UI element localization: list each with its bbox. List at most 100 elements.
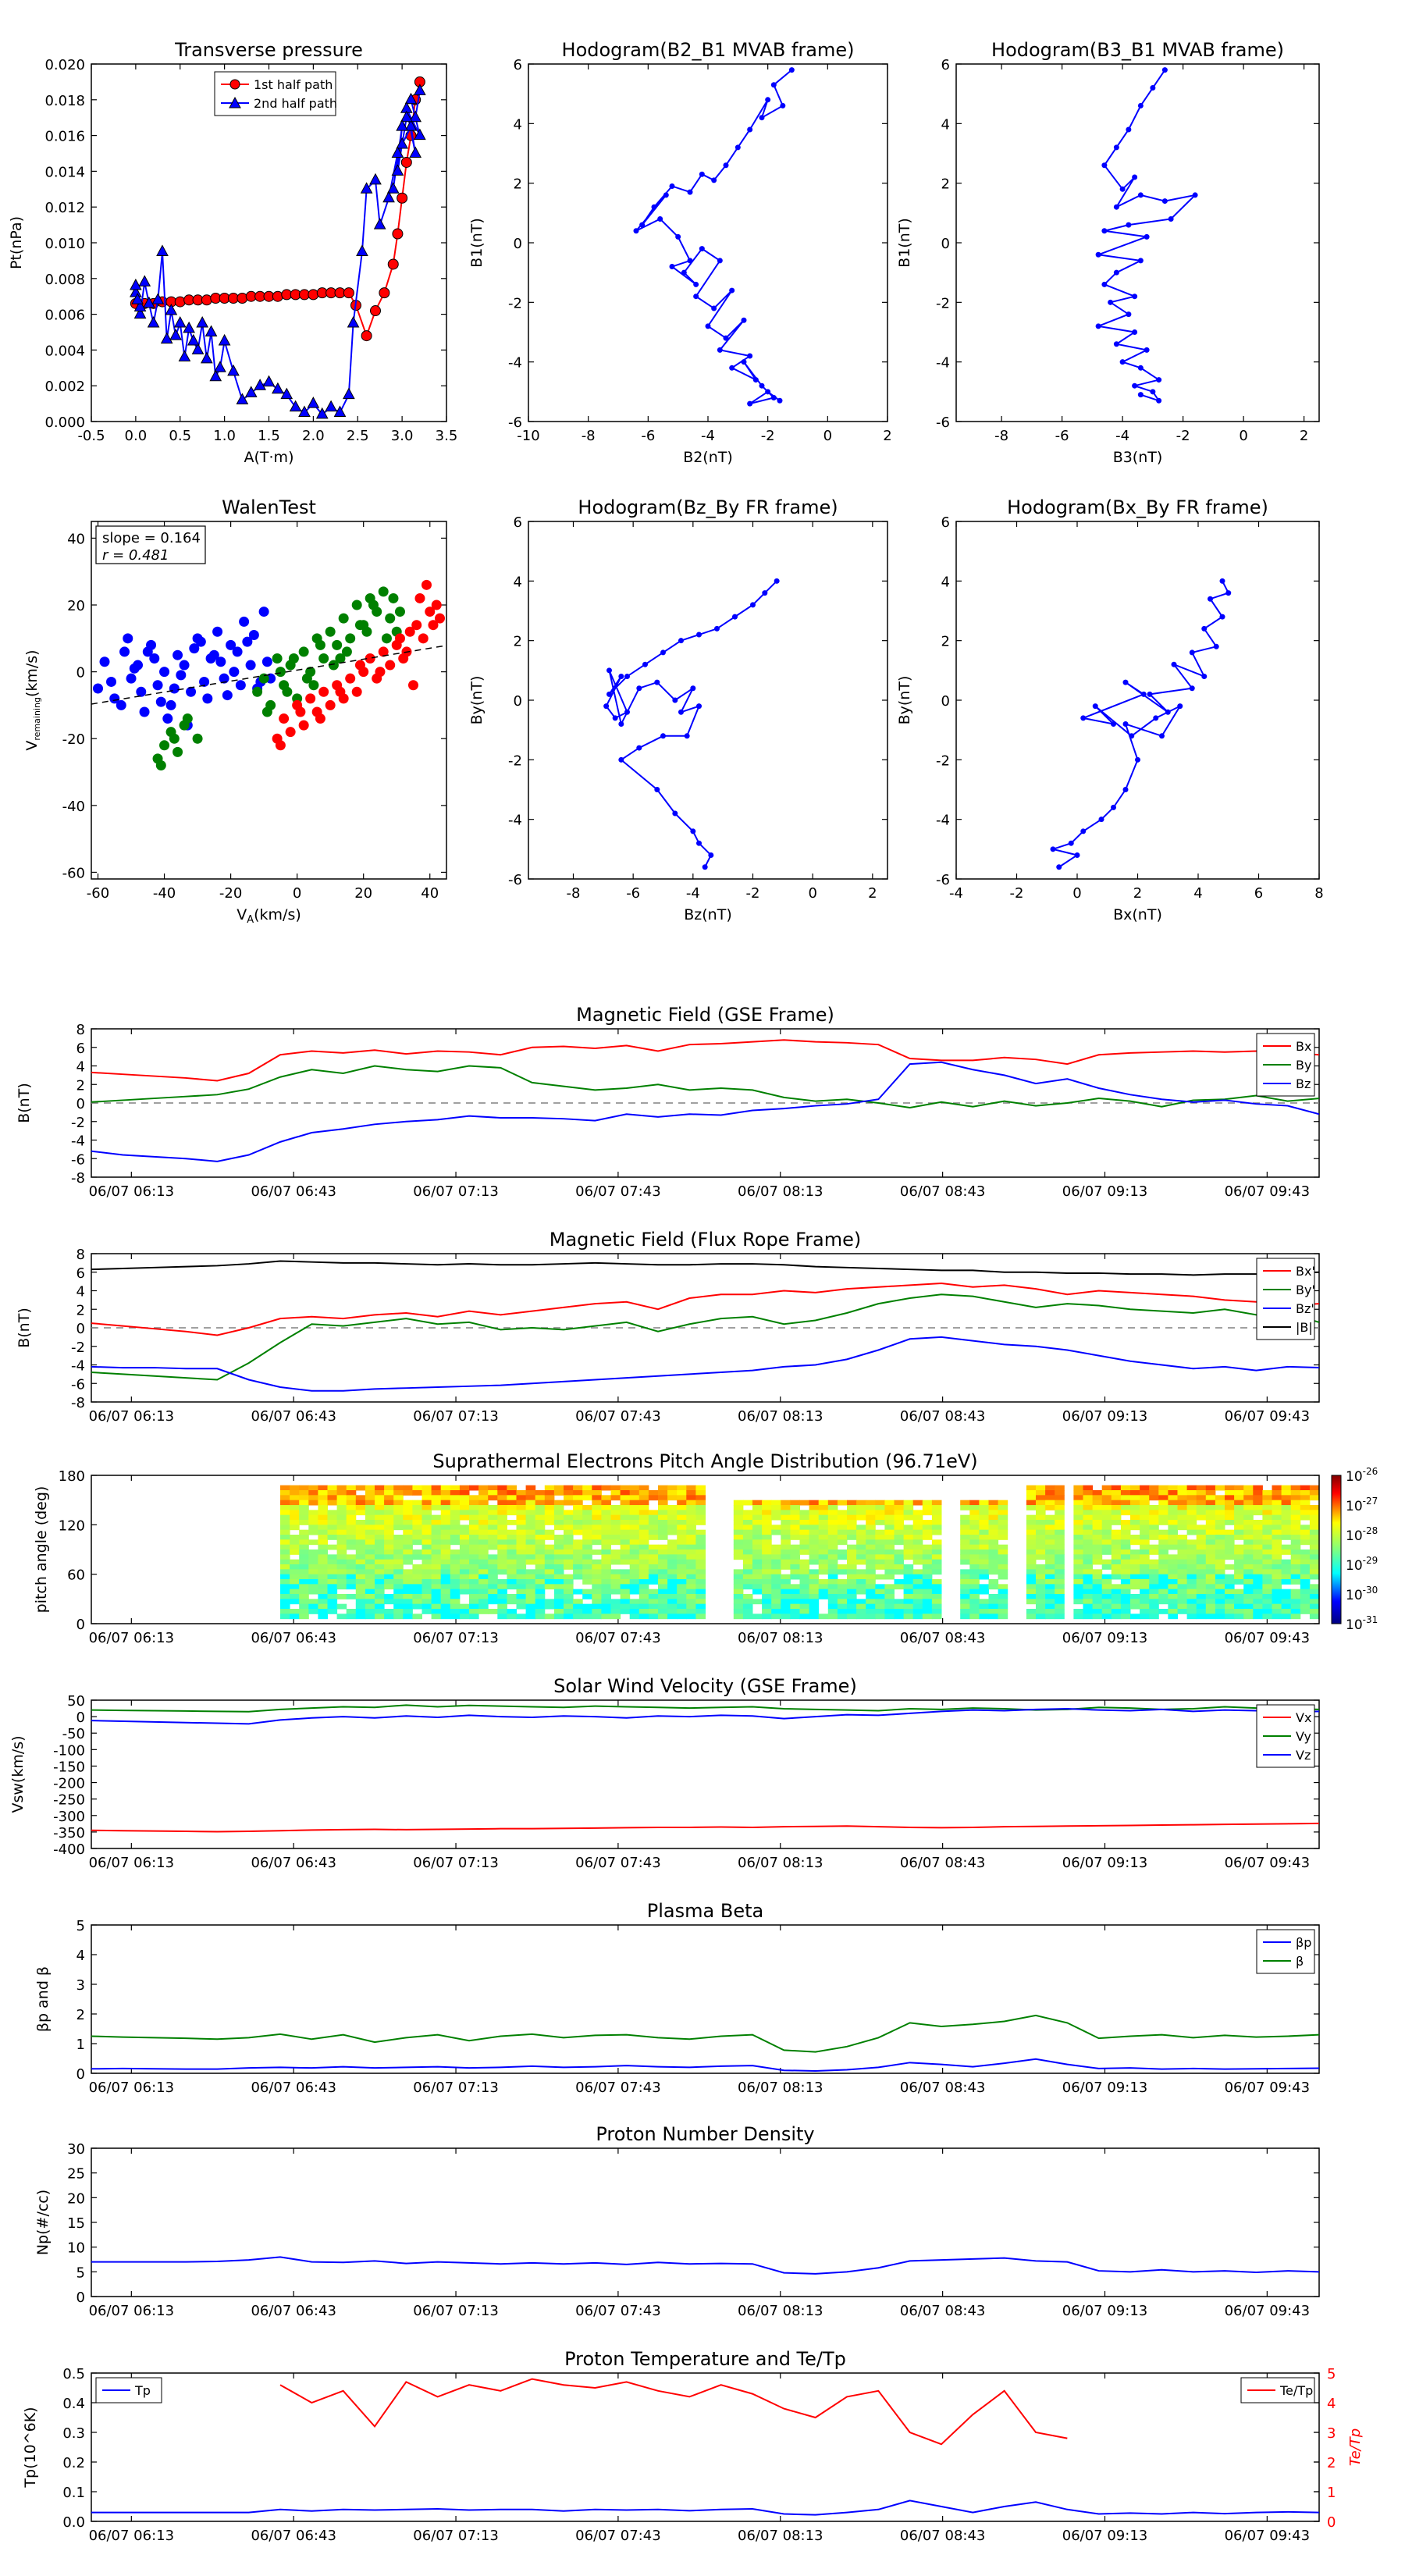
walen-test-point	[173, 649, 183, 660]
transverse-pressure-point	[391, 146, 404, 158]
transverse-pressure-ylabel: Pt(nPa)	[8, 216, 25, 269]
hodogram-bx-by-xtick-label: -4	[949, 885, 963, 902]
magnetic-field-fr-ytick-label: 6	[76, 1265, 85, 1282]
hodogram-b3-b1-point	[1156, 397, 1162, 404]
transverse-pressure-point	[160, 332, 173, 344]
walen-test-point	[142, 646, 153, 657]
walen-test-xtick-label: -40	[153, 885, 176, 902]
walen-test-point	[404, 626, 415, 637]
walen-test-xtick-label: 40	[421, 885, 439, 902]
plasma-beta-ytick-label: 1	[76, 2037, 85, 2053]
hodogram-b3-b1-xtick-label: -4	[1115, 428, 1129, 444]
transverse-pressure-point	[183, 321, 195, 333]
magnetic-field-fr-ytick-label: -4	[71, 1358, 85, 1375]
plasma-beta-legend: βp β	[1256, 1929, 1315, 1974]
transverse-pressure-xtick-label: 1.0	[213, 428, 236, 444]
walen-test-point	[261, 706, 272, 717]
plasma-beta-time-tick-label: 06/07 08:13	[738, 2080, 823, 2096]
proton-temperature-ytick-right-label: 5	[1327, 2366, 1336, 2382]
hodogram-b3-b1-point	[1119, 186, 1126, 192]
hodogram-b2-b1-point	[657, 215, 663, 222]
magnetic-field-gse-time-tick-label: 06/07 07:13	[413, 1183, 498, 1200]
transverse-pressure-legend-label: 1st half path	[254, 77, 333, 92]
pitch-angle-heatmap	[280, 1485, 1320, 1620]
magnetic-field-fr-ytick-label: -2	[71, 1340, 85, 1356]
hodogram-b3-b1-point	[1126, 222, 1132, 228]
walen-test-xtick-label: -20	[219, 885, 242, 902]
solar-wind-legend-label: Vx	[1296, 1710, 1311, 1725]
hodogram-b2-b1-point	[681, 269, 687, 276]
hodogram-b2-b1-xlabel: B2(nT)	[683, 449, 733, 466]
hodogram-bz-by-point	[642, 661, 648, 667]
magnetic-field-gse-ytick-label: 8	[76, 1022, 85, 1038]
hodogram-b2-b1-point	[711, 305, 717, 311]
walen-test-point	[414, 592, 425, 603]
walen-test-series-1	[152, 586, 405, 770]
pitch-angle-colorbar-label: 10-27	[1346, 1496, 1378, 1514]
hodogram-b3-b1-ytick-label: 4	[941, 116, 950, 133]
solar-wind-time-tick-label: 06/07 06:43	[251, 1855, 336, 1871]
transverse-pressure-point	[133, 300, 147, 311]
proton-temperature-left-legend: Tp	[95, 2377, 162, 2403]
hodogram-b3-b1-point	[1119, 359, 1126, 365]
transverse-pressure-point	[187, 333, 200, 346]
transverse-pressure-point	[361, 330, 372, 342]
walen-test-point	[341, 646, 352, 657]
transverse-pressure-point	[343, 387, 355, 400]
hodogram-b2-b1-point	[717, 347, 723, 353]
hodogram-bz-by-point	[606, 667, 612, 674]
hodogram-bx-by-point	[1153, 715, 1159, 721]
hodogram-b3-b1-point	[1150, 389, 1156, 395]
transverse-pressure-ytick-label: 0.012	[44, 200, 85, 216]
proton-temperature-ytick-right-label: 1	[1327, 2485, 1336, 2501]
hodogram-bx-by-xtick-label: 6	[1254, 885, 1263, 902]
transverse-pressure-point	[404, 92, 418, 105]
hodogram-bx-by-point	[1159, 733, 1165, 739]
walen-test-point	[328, 660, 339, 671]
hodogram-b3-b1-point	[1137, 258, 1144, 264]
magnetic-field-gse-time-tick-label: 06/07 08:13	[738, 1183, 823, 1200]
walen-test-point	[351, 600, 362, 610]
walen-test-point	[222, 690, 233, 701]
pitch-angle-time-tick-label: 06/07 09:13	[1062, 1630, 1147, 1646]
transverse-pressure-xtick-label: -0.5	[77, 428, 105, 444]
hodogram-bz-by-point	[714, 625, 720, 632]
transverse-pressure-point	[333, 405, 347, 418]
walen-test-point	[155, 760, 166, 770]
magnetic-field-gse-ytick-label: 2	[76, 1077, 85, 1094]
solar-wind-legend-label: Vz	[1296, 1748, 1311, 1763]
walen-test-point	[285, 727, 296, 738]
walen-test-point	[99, 656, 110, 667]
hodogram-bx-by-point	[1189, 685, 1195, 692]
hodogram-b3-b1-xlabel: B3(nT)	[1113, 449, 1163, 466]
walen-test-point	[282, 686, 293, 697]
transverse-pressure-point	[143, 296, 155, 308]
walen-test-point	[315, 713, 325, 724]
solar-wind-legend: Vx Vy Vz	[1256, 1704, 1315, 1768]
solar-wind-time-tick-label: 06/07 09:43	[1225, 1855, 1310, 1871]
hodogram-bz-by-ytick-label: 4	[514, 574, 522, 590]
magnetic-field-fr-time-tick-label: 06/07 06:43	[251, 1408, 336, 1425]
plasma-beta-time-tick-label: 06/07 08:43	[900, 2080, 985, 2096]
plasma-beta-series-β	[91, 2014, 1319, 2053]
walen-test-series-0	[93, 607, 276, 731]
hodogram-b2-b1-point	[663, 192, 669, 198]
walen-test-point	[208, 649, 219, 660]
walen-test-xtick-label: -60	[87, 885, 109, 902]
walen-test-point	[381, 633, 392, 644]
transverse-pressure-point	[205, 325, 218, 336]
hodogram-bx-by-point	[1129, 733, 1135, 739]
proton-temperature-left-legend-label: Tp	[134, 2383, 151, 2398]
hodogram-bz-by-xtick-label: -2	[746, 885, 760, 902]
transverse-pressure-point	[356, 244, 368, 256]
hodogram-bz-by-point	[660, 649, 666, 656]
hodogram-bz-by-trajectory	[603, 578, 780, 870]
hodogram-b3-b1-xtick-label: -6	[1055, 428, 1069, 444]
solar-wind-ytick-label: -150	[53, 1759, 85, 1775]
hodogram-bz-by-point	[636, 685, 642, 692]
hodogram-b2-b1-point	[699, 246, 705, 252]
hodogram-b3-b1-point	[1168, 215, 1174, 222]
hodogram-bz-by-title: Hodogram(Bz_By FR frame)	[578, 496, 838, 518]
transverse-pressure-point	[392, 228, 404, 240]
magnetic-field-gse-time-tick-label: 06/07 09:43	[1225, 1183, 1310, 1200]
